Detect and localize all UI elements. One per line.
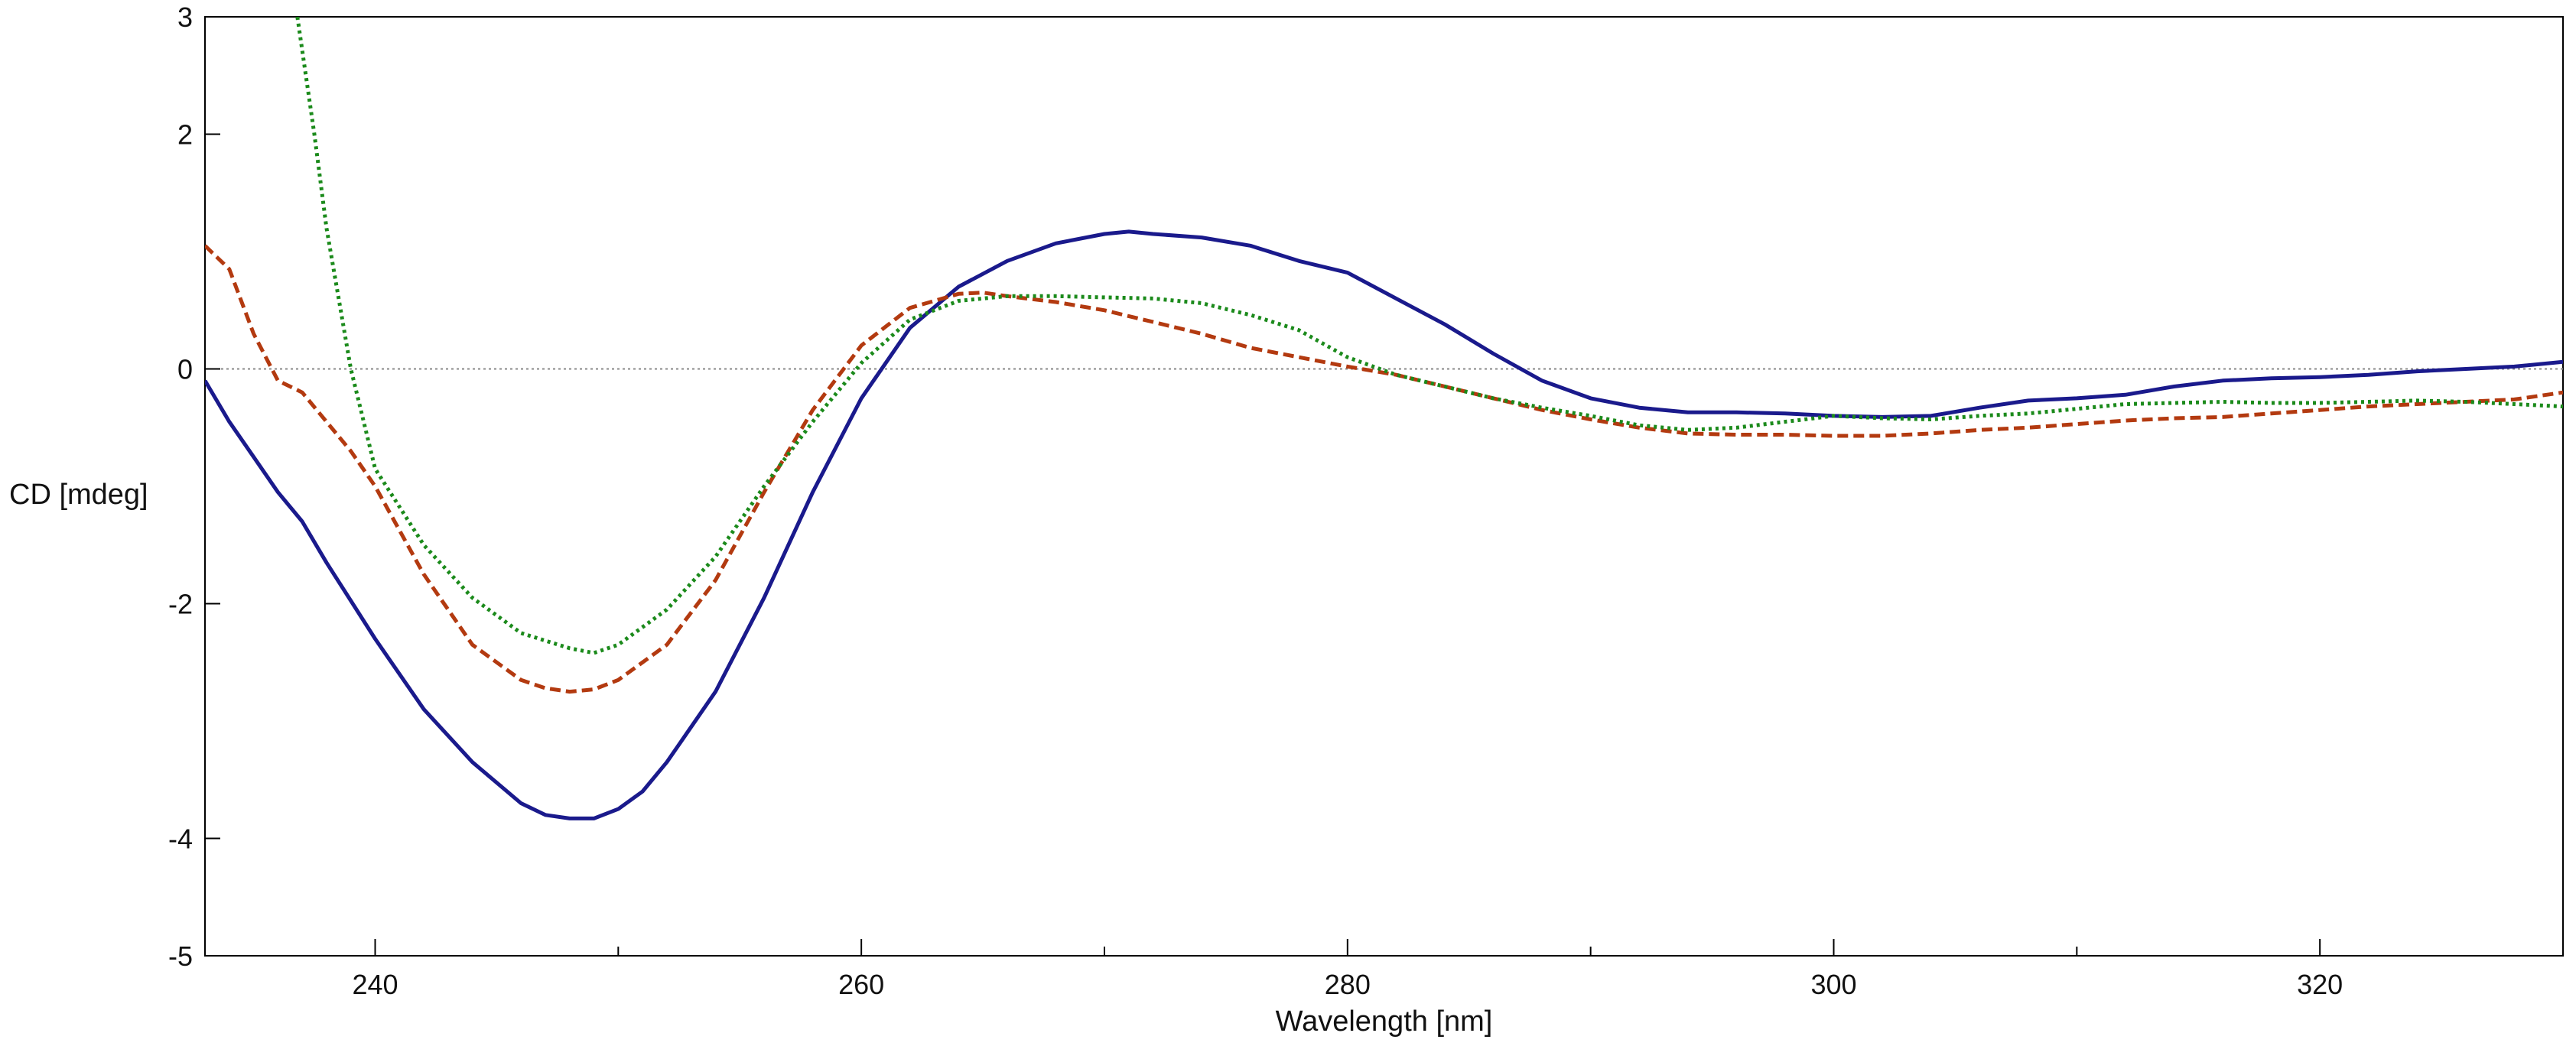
plot-area (204, 16, 2564, 957)
y-axis-title: CD [mdeg] (9, 479, 148, 511)
y-tick-label: 3 (177, 2, 193, 33)
x-tick-label: 240 (352, 969, 398, 1000)
x-tick-label: 320 (2297, 969, 2343, 1000)
series-3-line (295, 17, 2563, 655)
data-series (205, 17, 2563, 820)
y-tick-label: 2 (177, 119, 193, 151)
y-tick-label: -4 (168, 823, 193, 855)
y-tick-label: -2 (168, 589, 193, 620)
x-tick-label: 280 (1325, 969, 1371, 1000)
x-tick-label: 300 (1810, 969, 1856, 1000)
y-tick-label: -5 (168, 940, 193, 972)
series-1-line (205, 229, 2563, 820)
series-2-line (205, 244, 2563, 694)
y-tick-label: 0 (177, 354, 193, 385)
x-axis-title: Wavelength [nm] (1276, 1005, 1493, 1038)
x-tick-label: 260 (838, 969, 884, 1000)
